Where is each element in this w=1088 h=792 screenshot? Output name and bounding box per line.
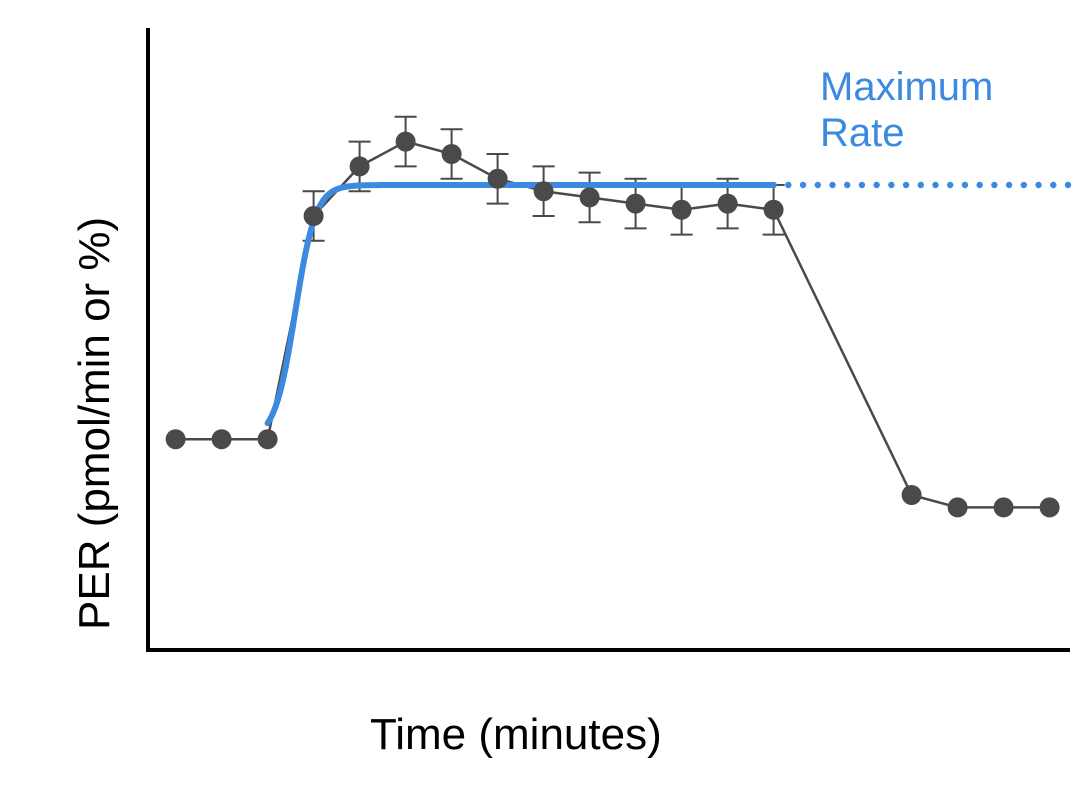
data-point	[442, 144, 462, 164]
data-point	[212, 429, 232, 449]
max-rate-annotation: Maximum Rate	[820, 64, 993, 156]
data-point	[764, 200, 784, 220]
data-point	[396, 132, 416, 152]
data-point	[166, 429, 186, 449]
annotation-line1: Maximum	[820, 65, 993, 109]
y-axis-label: PER (pmol/min or %)	[70, 217, 120, 630]
data-point	[948, 497, 968, 517]
chart-stage: PER (pmol/min or %) Time (minutes) Maxim…	[0, 0, 1088, 792]
data-point	[1040, 497, 1060, 517]
data-point	[994, 497, 1014, 517]
data-point	[534, 181, 554, 201]
fit-curve	[268, 185, 774, 423]
data-point	[718, 194, 738, 214]
data-point	[258, 429, 278, 449]
dotted-extension	[770, 182, 1071, 188]
data-point	[626, 194, 646, 214]
annotation-line2: Rate	[820, 111, 905, 155]
data-point	[580, 187, 600, 207]
data-point	[304, 206, 324, 226]
data-point	[350, 156, 370, 176]
data-point	[902, 485, 922, 505]
x-axis-label: Time (minutes)	[370, 710, 662, 760]
data-line	[176, 142, 1050, 508]
data-point	[488, 169, 508, 189]
data-point	[672, 200, 692, 220]
